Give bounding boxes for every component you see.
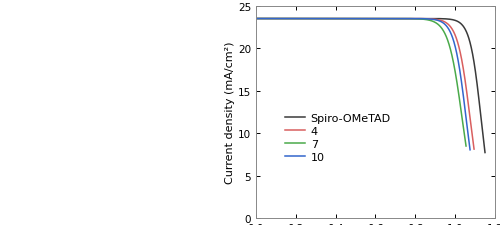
10 [390, 18, 396, 21]
Spiro-OMeTAD [418, 18, 424, 21]
4 [272, 18, 278, 21]
Line: 10: 10 [256, 19, 470, 150]
4 [253, 18, 259, 21]
4 [286, 18, 292, 21]
7 [264, 18, 270, 21]
4 [276, 18, 282, 21]
Spiro-OMeTAD [340, 18, 345, 21]
Line: 7: 7 [256, 19, 466, 146]
4 [280, 18, 286, 21]
Spiro-OMeTAD [482, 151, 488, 154]
Y-axis label: Current density (mA/cm²): Current density (mA/cm²) [225, 42, 235, 183]
4 [278, 18, 284, 21]
Spiro-OMeTAD [352, 18, 358, 21]
Line: 4: 4 [256, 19, 474, 149]
Legend: Spiro-OMeTAD, 4, 7, 10: Spiro-OMeTAD, 4, 7, 10 [280, 109, 395, 166]
10 [452, 47, 458, 50]
Spiro-OMeTAD [281, 18, 287, 21]
10 [254, 18, 260, 21]
7 [356, 18, 362, 21]
7 [378, 18, 384, 21]
10 [316, 18, 322, 21]
10 [288, 18, 294, 21]
4 [366, 18, 372, 21]
7 [253, 18, 259, 21]
7 [416, 18, 422, 21]
Spiro-OMeTAD [466, 40, 472, 43]
4 [471, 148, 477, 151]
10 [253, 18, 259, 21]
7 [463, 145, 469, 148]
7 [367, 18, 373, 21]
10 [287, 18, 293, 21]
10 [467, 149, 473, 151]
Spiro-OMeTAD [255, 18, 261, 21]
Line: Spiro-OMeTAD: Spiro-OMeTAD [256, 19, 485, 153]
7 [296, 18, 302, 21]
Spiro-OMeTAD [253, 18, 259, 21]
